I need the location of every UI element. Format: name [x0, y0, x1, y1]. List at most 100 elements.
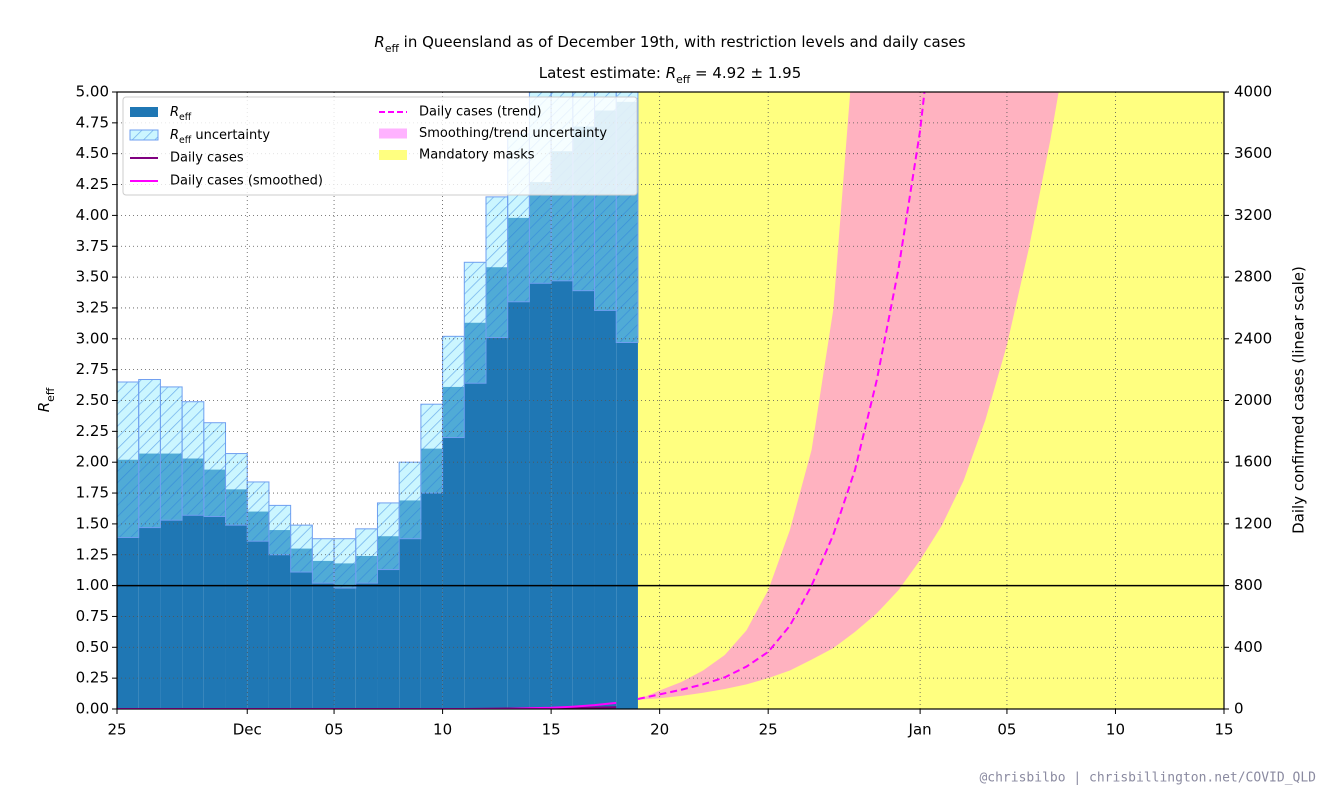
chart-title-part: in Queensland as of December 19th, with …	[399, 33, 966, 51]
y2-tick-label: 400	[1234, 638, 1263, 656]
y-tick-label: 0.00	[76, 700, 109, 718]
legend-label-part: uncertainty	[191, 128, 270, 143]
y2-tick-label: 4000	[1234, 83, 1272, 101]
reff-bar	[182, 458, 204, 709]
y-tick-label: 3.75	[76, 237, 109, 255]
legend-label: Reff uncertainty	[170, 128, 270, 147]
x-tick-label: 25	[107, 721, 126, 739]
cases-line	[117, 701, 617, 709]
x-tick-label: 25	[759, 721, 778, 739]
reff-bar	[290, 548, 313, 709]
y-tick-label: 3.00	[76, 329, 109, 347]
reff-uncertainty	[311, 538, 335, 584]
legend-symbol	[379, 128, 407, 139]
reff-uncertainty	[290, 524, 313, 573]
reff-uncertainty	[181, 401, 205, 516]
reff-uncertainty	[398, 461, 422, 540]
y-tick-label: 4.25	[76, 175, 109, 193]
y-tick-label: 5.00	[76, 83, 109, 101]
chart-title-part: R	[374, 33, 384, 51]
reff-bar	[247, 511, 269, 709]
y-tick-label: 3.25	[76, 298, 109, 316]
y-tick-label: 1.25	[76, 545, 109, 563]
reff-uncertainty	[268, 504, 292, 556]
reff-bar	[529, 182, 552, 709]
reff-uncertainty	[442, 335, 465, 439]
credit: @chrisbilbo | chrisbillington.net/COVID_…	[979, 771, 1316, 786]
y-tick-label: 1.50	[76, 514, 109, 532]
y-tick-label: 2.00	[76, 453, 109, 471]
x-tick-label: Jan	[908, 721, 932, 739]
legend-label: Mandatory masks	[419, 148, 535, 163]
y2-tick-label: 2800	[1234, 268, 1272, 286]
legend-label-part: R	[170, 105, 179, 120]
reff-bar	[225, 489, 248, 709]
reff-uncertainty	[376, 502, 400, 571]
chart-subtitle-part: R	[666, 64, 676, 82]
reff-uncertainty	[138, 379, 161, 529]
reff-bar	[420, 448, 443, 709]
reff-bar	[551, 151, 573, 709]
chart-subtitle: Latest estimate: Reff = 4.92 ± 1.95	[539, 64, 802, 86]
reff-uncertainty	[333, 538, 357, 589]
y-tick-label: 1.00	[76, 576, 109, 594]
reff-bar	[377, 536, 400, 709]
y2-tick-label: 0	[1234, 700, 1244, 718]
x-tick-label: Dec	[233, 721, 262, 739]
x-tick-label: 05	[997, 721, 1016, 739]
reff-bar	[334, 563, 356, 709]
reff-uncertainty	[159, 386, 183, 521]
y-axis-label-part: R	[35, 402, 53, 412]
reff-bar	[399, 500, 421, 709]
y2-tick-label: 3200	[1234, 206, 1272, 224]
y-tick-label: 2.75	[76, 360, 109, 378]
x-tick-label: 05	[325, 721, 344, 739]
reff-uncertainty	[225, 453, 248, 526]
reff-bar	[268, 530, 291, 709]
legend-label: Daily cases (trend)	[419, 105, 542, 120]
y2-tick-label: 800	[1234, 576, 1263, 594]
y-tick-label: 2.50	[76, 391, 109, 409]
chart-subtitle-part: Latest estimate:	[539, 64, 666, 82]
y-tick-label: 3.50	[76, 268, 109, 286]
legend-label: Reff	[170, 105, 192, 124]
y-tick-label: 4.50	[76, 144, 109, 162]
y2-tick-label: 3600	[1234, 144, 1272, 162]
y-axis-label-part: eff	[44, 387, 57, 402]
legend-label-part: eff	[179, 135, 192, 146]
reff-uncertainty	[420, 403, 444, 494]
reff-uncertainty	[485, 196, 509, 339]
reff-bar	[312, 560, 335, 709]
y-tick-label: 2.25	[76, 422, 109, 440]
y2-tick-label: 2000	[1234, 391, 1272, 409]
chart-subtitle-part: eff	[676, 73, 691, 86]
reff-bar	[203, 469, 226, 709]
y-tick-label: 4.75	[76, 113, 109, 131]
uncertainty-band	[637, 92, 1059, 700]
reff-uncertainty	[203, 422, 227, 517]
y-tick-label: 0.50	[76, 638, 109, 656]
y-axis-label: Reff	[35, 387, 57, 412]
reff-uncertainty	[117, 381, 140, 538]
y2-tick-label: 1200	[1234, 514, 1272, 532]
legend-symbol	[379, 150, 407, 160]
x-tick-label: 10	[1106, 721, 1125, 739]
reff-bar	[464, 322, 486, 709]
y2-tick-label: 2400	[1234, 329, 1272, 347]
chart-subtitle-part: = 4.92 ± 1.95	[690, 64, 801, 82]
legend-label-part: R	[170, 128, 179, 143]
y-tick-label: 1.75	[76, 484, 109, 502]
chart-title-part: eff	[385, 42, 400, 55]
legend-label: Smoothing/trend uncertainty	[419, 126, 607, 141]
reff-bar	[442, 386, 465, 709]
legend-label-part: eff	[179, 112, 192, 123]
trend-line	[637, 92, 926, 700]
x-tick-label: 10	[433, 721, 452, 739]
legend-symbol	[129, 129, 159, 141]
y2-axis-label: Daily confirmed cases (linear scale)	[1290, 266, 1308, 534]
x-tick-label: 15	[1214, 721, 1233, 739]
y-tick-label: 4.00	[76, 206, 109, 224]
reff-uncertainty	[246, 481, 270, 542]
